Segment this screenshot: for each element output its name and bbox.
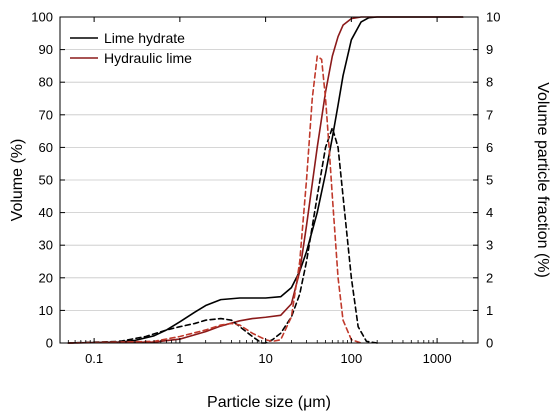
x-tick-label: 0.1 bbox=[85, 351, 103, 366]
series-line-3 bbox=[67, 55, 362, 344]
y2-tick-label: 10 bbox=[486, 10, 500, 25]
y2-tick-label: 4 bbox=[486, 205, 493, 220]
x-axis-title: Particle size (μm) bbox=[207, 394, 331, 411]
y2-tick-label: 6 bbox=[486, 140, 493, 155]
legend: Lime hydrate Hydraulic lime bbox=[70, 30, 192, 66]
legend-label-lime-hydrate: Lime hydrate bbox=[104, 30, 185, 46]
x-tick-label: 100 bbox=[340, 351, 362, 366]
y2-tick-label: 9 bbox=[486, 42, 493, 57]
x-tick-label: 1 bbox=[176, 351, 183, 366]
grid-lines bbox=[60, 49, 478, 311]
y-tick-label: 0 bbox=[46, 336, 53, 351]
y2-tick-label: 2 bbox=[486, 270, 493, 285]
y2-tick-label: 1 bbox=[486, 303, 493, 318]
series-line-2 bbox=[67, 127, 378, 344]
y-tick-label: 20 bbox=[39, 270, 53, 285]
y2-tick-label: 8 bbox=[486, 75, 493, 90]
y2-tick-label: 3 bbox=[486, 238, 493, 253]
y-axis-title: Volume (%) bbox=[9, 139, 26, 222]
legend-label-hydraulic-lime: Hydraulic lime bbox=[104, 50, 192, 66]
axis-ticks bbox=[60, 16, 478, 344]
y-tick-label: 70 bbox=[39, 107, 53, 122]
y-tick-label: 50 bbox=[39, 173, 53, 188]
y-tick-label: 80 bbox=[39, 75, 53, 90]
series-line-1 bbox=[67, 16, 464, 344]
y2-tick-label: 0 bbox=[486, 336, 493, 351]
y-tick-label: 30 bbox=[39, 238, 53, 253]
y2-tick-label: 5 bbox=[486, 173, 493, 188]
y-tick-label: 60 bbox=[39, 140, 53, 155]
y-tick-label: 40 bbox=[39, 205, 53, 220]
y2-axis-title: Volume particle fraction (%) bbox=[534, 82, 550, 278]
y2-tick-label: 7 bbox=[486, 107, 493, 122]
x-tick-label: 1000 bbox=[423, 351, 452, 366]
y-tick-label: 90 bbox=[39, 42, 53, 57]
y-tick-label: 100 bbox=[31, 10, 53, 25]
x-tick-label: 10 bbox=[258, 351, 272, 366]
y-tick-label: 10 bbox=[39, 303, 53, 318]
series-group bbox=[67, 16, 464, 344]
